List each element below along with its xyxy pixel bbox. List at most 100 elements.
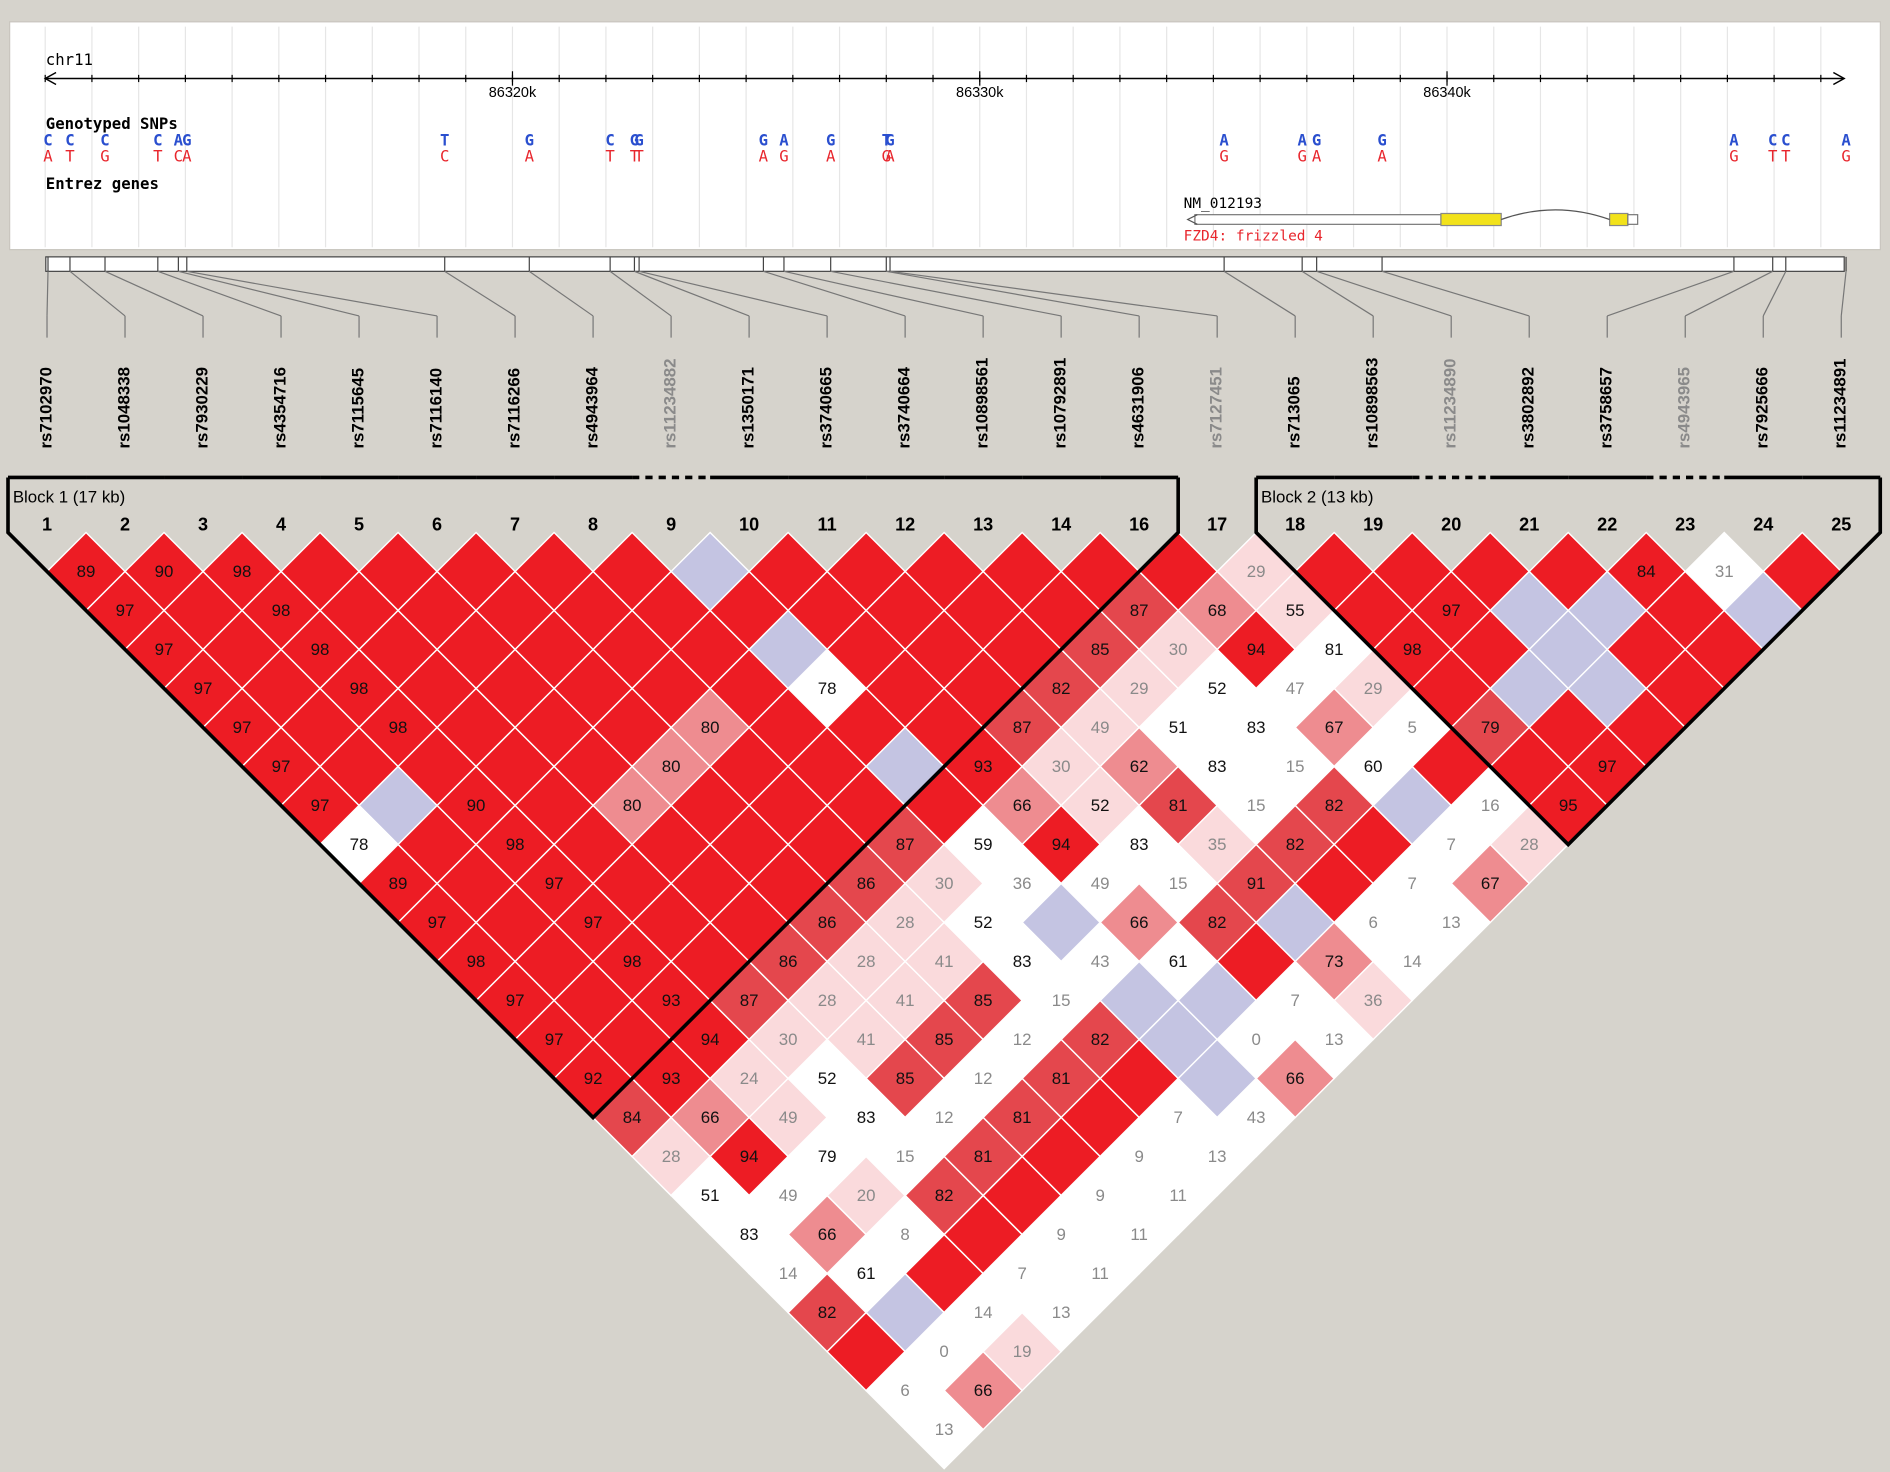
marker-number: 25: [1831, 514, 1851, 534]
ld-value: 14: [974, 1303, 993, 1322]
ld-value: 98: [272, 601, 291, 620]
marker-link: [69, 270, 126, 317]
marker-number: 6: [432, 514, 442, 534]
ld-value: 79: [1481, 718, 1500, 737]
ld-value: 98: [467, 952, 486, 971]
allele-major: A: [1841, 131, 1851, 150]
ld-value: 30: [1052, 757, 1071, 776]
allele-major: G: [885, 131, 894, 150]
allele-major: C: [1768, 131, 1777, 150]
marker-name: rs10898563: [1363, 358, 1382, 449]
ld-value: 85: [935, 1030, 954, 1049]
marker-number: 16: [1129, 514, 1149, 534]
marker-link: [1316, 270, 1452, 317]
marker-number: 8: [588, 514, 598, 534]
ld-value: 7: [1447, 835, 1456, 854]
ld-value: 66: [974, 1381, 993, 1400]
allele-minor: C: [174, 146, 183, 165]
ld-value: 97: [1442, 601, 1461, 620]
marker-name: rs1048338: [114, 367, 133, 449]
ld-value: 51: [701, 1186, 720, 1205]
marker-name: rs10898561: [973, 358, 992, 449]
marker-name: rs4943964: [583, 366, 602, 448]
marker-name: rs3740665: [817, 367, 836, 449]
ld-value: 94: [1052, 835, 1071, 854]
ld-value: 89: [77, 562, 96, 581]
ld-value: 13: [1052, 1303, 1071, 1322]
allele-minor: G: [1297, 146, 1306, 165]
ld-value: 52: [974, 913, 993, 932]
allele-minor: T: [634, 146, 644, 165]
marker-link: [889, 270, 1218, 317]
allele-major: G: [634, 131, 643, 150]
marker-link: [1301, 270, 1374, 317]
gene-model: [1186, 209, 1639, 227]
marker-link: [157, 270, 282, 317]
ld-value: 90: [467, 796, 486, 815]
ld-value: 98: [506, 835, 525, 854]
ld-value: 13: [1442, 913, 1461, 932]
ld-value: 93: [662, 991, 681, 1010]
marker-number: 23: [1675, 514, 1695, 534]
ld-value: 36: [1013, 874, 1032, 893]
allele-minor: A: [182, 146, 192, 165]
ld-value: 9: [1056, 1225, 1065, 1244]
ld-value: 98: [311, 640, 330, 659]
marker-name: rs1350171: [739, 367, 758, 449]
ld-value: 86: [857, 874, 876, 893]
marker-link: [1223, 270, 1296, 317]
allele-minor: G: [882, 146, 891, 165]
ld-value: 49: [1091, 874, 1110, 893]
ld-value: 30: [1169, 640, 1188, 659]
ld-value: 80: [701, 718, 720, 737]
block-outline: [6, 477, 1180, 1121]
marker-names: rs7102970 1 rs1048338 2 rs7930229 3 rs4354716 4…: [36, 358, 1851, 535]
ld-value: 97: [155, 640, 174, 659]
ld-value: 41: [857, 1030, 876, 1049]
ld-value: 29: [1247, 562, 1266, 581]
marker-number: 1: [42, 514, 52, 534]
ld-value: 15: [896, 1147, 915, 1166]
allele-major: G: [525, 131, 534, 150]
axis-arrow: [1832, 71, 1846, 86]
marker-link: [186, 270, 438, 317]
ld-value: 97: [1598, 757, 1617, 776]
allele-minor: G: [100, 146, 109, 165]
snp-track: CACTCGCTACGATCGACTGTGTGAAGGATGGAAGAGGAGA…: [43, 131, 1851, 166]
allele-minor: G: [1841, 146, 1850, 165]
ld-value: 41: [935, 952, 954, 971]
marker-name: rs7116266: [505, 368, 524, 449]
ld-value: 7: [1408, 874, 1417, 893]
ld-value: 28: [857, 952, 876, 971]
marker-link: [1840, 271, 1847, 316]
ld-value: 9: [1134, 1147, 1143, 1166]
marker-link: [1607, 270, 1735, 317]
ld-value: 82: [1091, 1030, 1110, 1049]
ld-value: 98: [350, 679, 369, 698]
marker-number: 13: [973, 514, 993, 534]
marker-name: rs3740664: [895, 366, 914, 448]
ld-value: 90: [155, 562, 174, 581]
marker-number: 3: [198, 514, 208, 534]
ld-value: 81: [974, 1147, 993, 1166]
marker-number: 2: [120, 514, 130, 534]
allele-minor: A: [43, 146, 53, 165]
marker-link: [1762, 271, 1787, 317]
ld-value: 87: [740, 991, 759, 1010]
ld-value: 86: [779, 952, 798, 971]
allele-minor: T: [65, 146, 75, 165]
marker-name: rs10792891: [1051, 358, 1070, 449]
ld-value: 29: [1364, 679, 1383, 698]
ld-value: 91: [1247, 874, 1266, 893]
ld-value: 62: [1130, 757, 1149, 776]
ld-value: 98: [389, 718, 408, 737]
marker-link: [830, 270, 1062, 317]
ld-value: 78: [818, 679, 837, 698]
ld-value: 86: [818, 913, 837, 932]
allele-major: C: [65, 131, 74, 150]
marker-name: rs4631906: [1129, 367, 1148, 449]
marker-link: [763, 270, 906, 317]
ld-value: 81: [1169, 796, 1188, 815]
allele-minor: A: [525, 146, 535, 165]
